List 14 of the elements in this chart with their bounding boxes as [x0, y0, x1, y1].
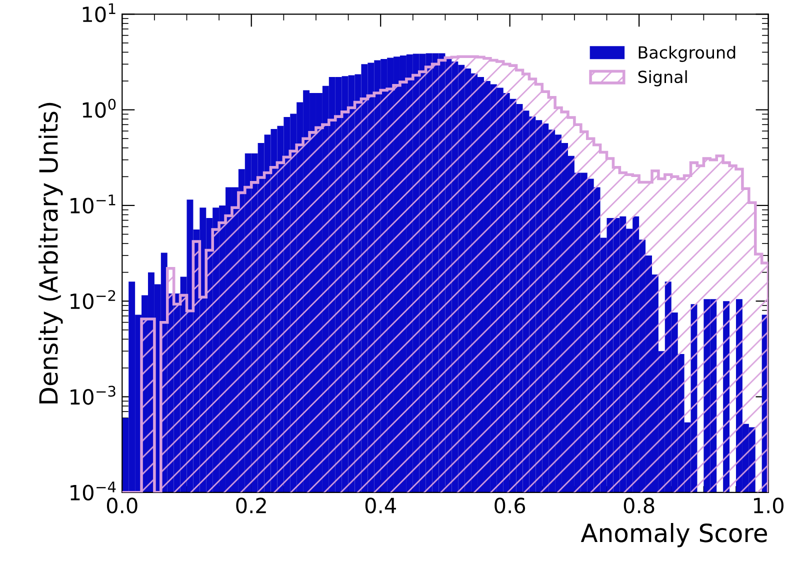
y-tick-label: 10$^{−2}$: [70, 290, 116, 310]
y-tick-label: 10$^{−1}$: [70, 194, 116, 214]
y-tick-label: 10$^{−3}$: [70, 386, 116, 405]
y-tick-label: 10$^{1}$: [82, 3, 116, 22]
legend-label: Signal: [638, 70, 687, 86]
y-axis-title: Density (Arbitrary Units): [38, 102, 63, 404]
x-tick-label: 1.0: [754, 498, 784, 514]
x-tick-label: 0.8: [624, 498, 654, 514]
x-axis-title: Anomaly Score: [580, 523, 767, 548]
y-tick-label: 10$^{0}$: [82, 98, 116, 118]
x-tick-label: 0.6: [494, 498, 526, 514]
legend-label: Background: [638, 46, 736, 62]
x-tick-label: 0.4: [365, 498, 396, 514]
x-tick-label: 0.2: [236, 498, 266, 514]
